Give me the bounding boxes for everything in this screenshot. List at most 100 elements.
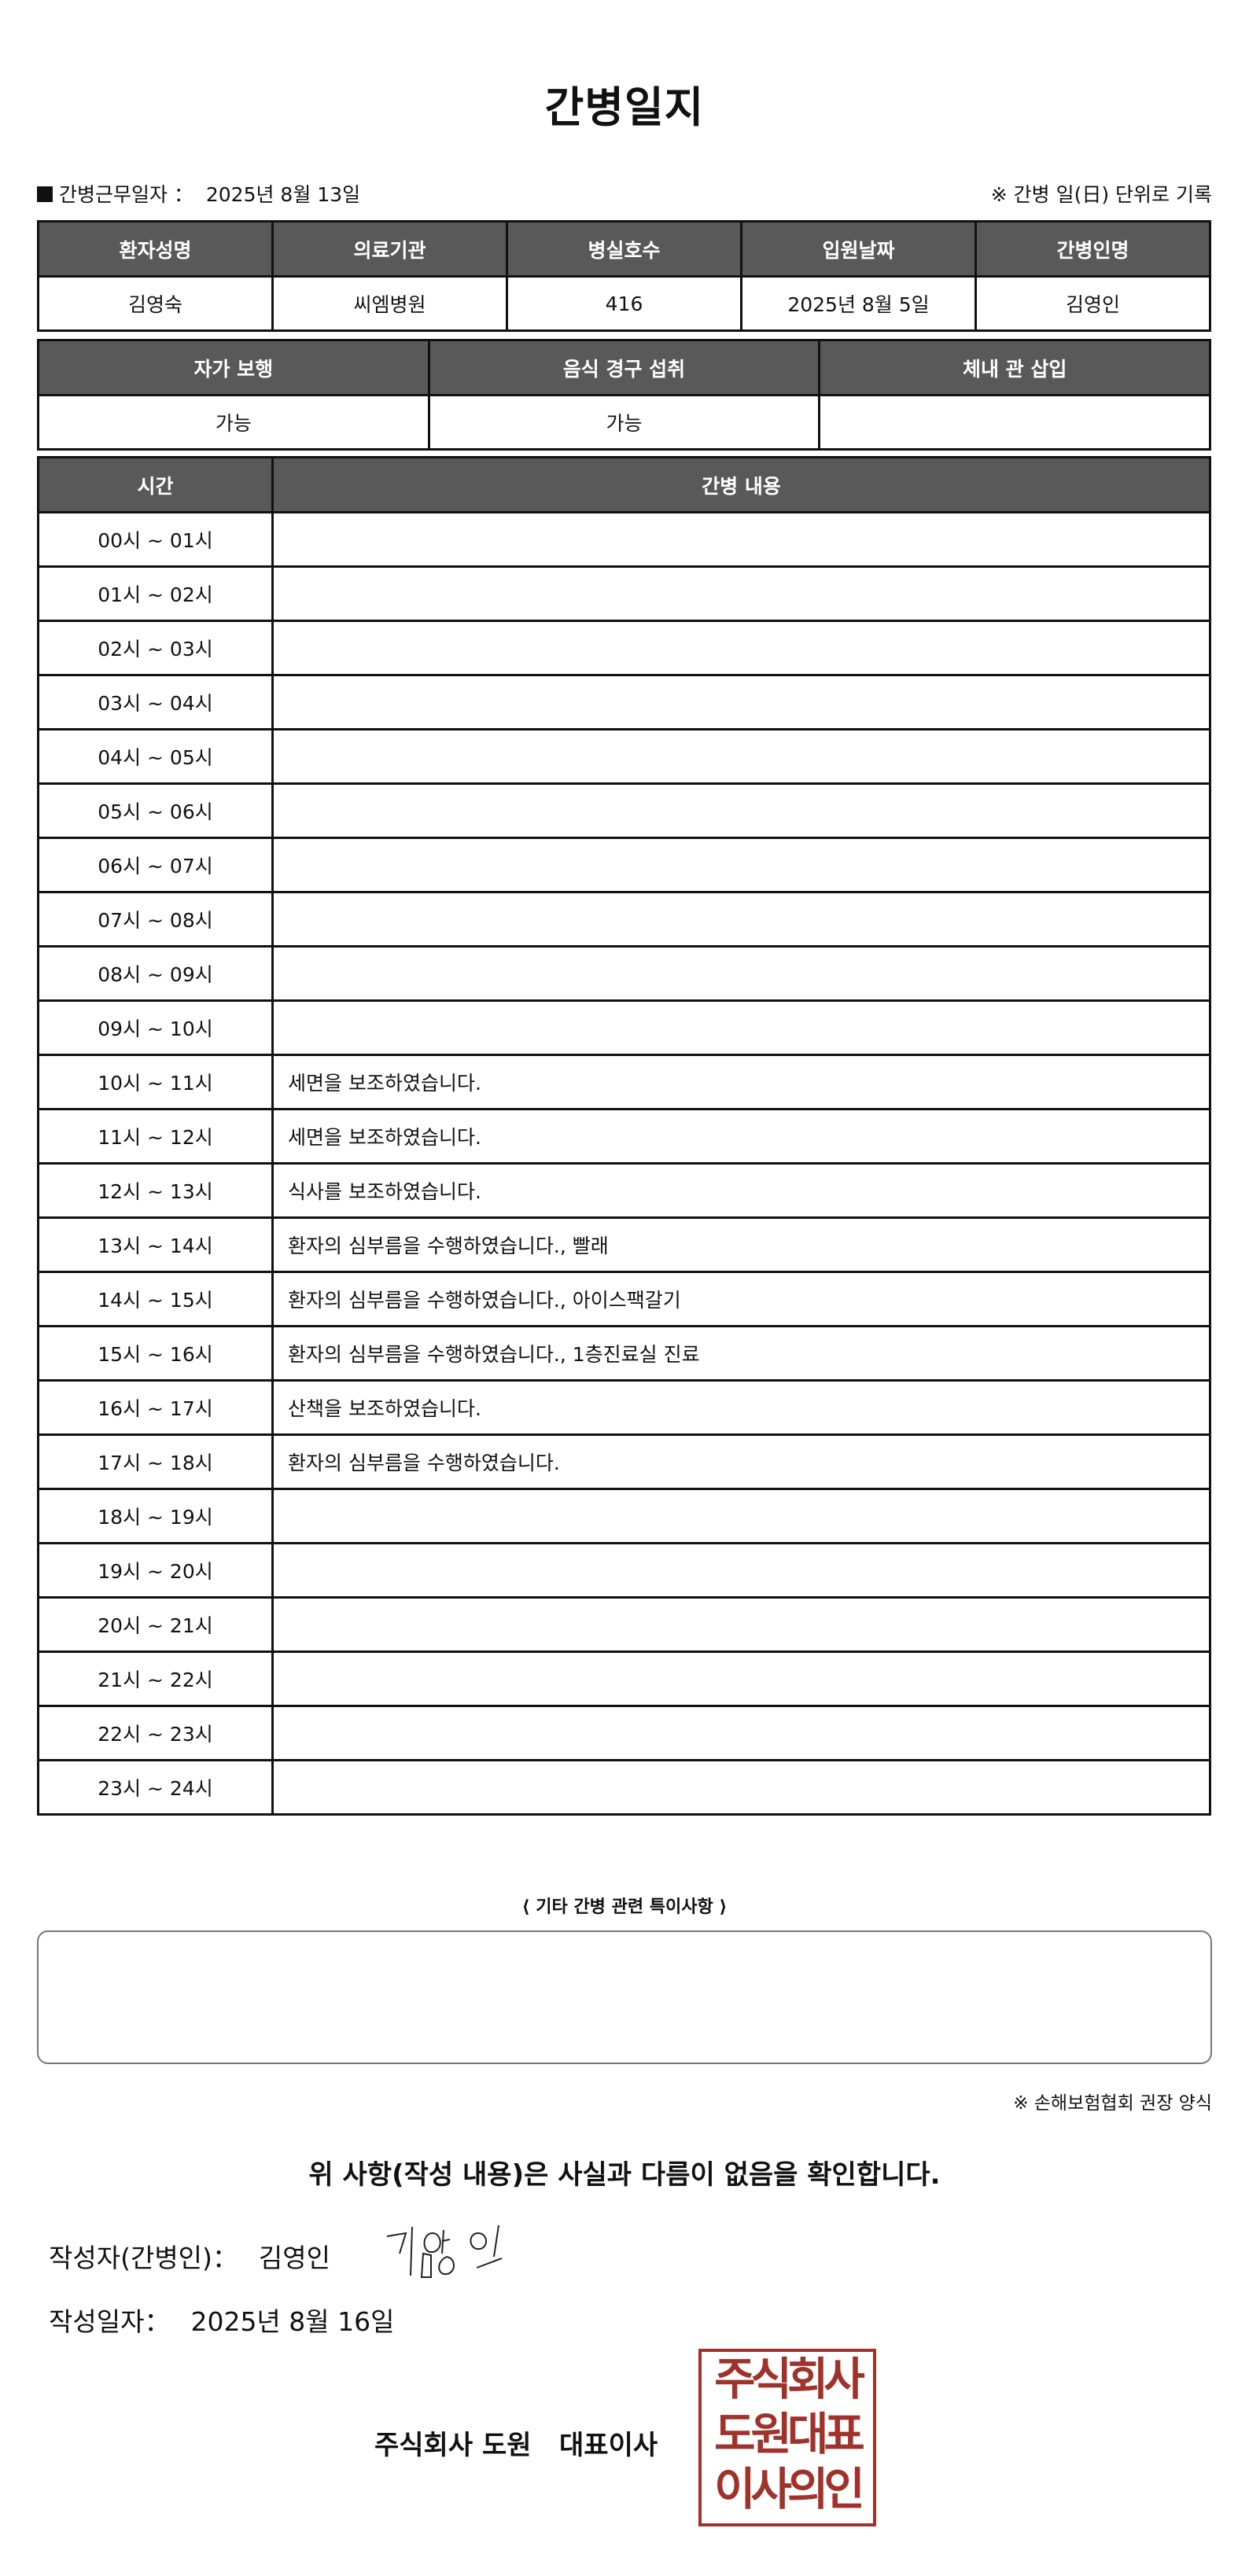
care-content-cell	[271, 511, 1211, 568]
table-row: 01시 ~ 02시	[37, 565, 1211, 622]
table-row: 18시 ~ 19시	[37, 1488, 1211, 1544]
patient-info-table: 환자성명 의료기관 병실호수 입원날짜 간병인명 김영숙 씨엠병원 416 20…	[37, 220, 1211, 332]
header-admission-date: 입원날짜	[740, 220, 977, 278]
table-row: 14시 ~ 15시 환자의 심부름을 수행하였습니다., 아이스팩갈기	[37, 1271, 1211, 1327]
care-content-cell	[271, 999, 1211, 1056]
care-content-cell	[271, 945, 1211, 1002]
hospital: 씨엠병원	[271, 275, 508, 332]
table-row: 09시 ~ 10시	[37, 999, 1211, 1056]
table-row: 07시 ~ 08시	[37, 891, 1211, 948]
time-cell: 13시 ~ 14시	[37, 1216, 274, 1273]
time-cell: 19시 ~ 20시	[37, 1542, 274, 1599]
page-title: 간병일지	[544, 83, 705, 132]
walking-value: 가능	[37, 394, 430, 451]
table-row: 13시 ~ 14시 환자의 심부름을 수행하였습니다., 빨래	[37, 1216, 1211, 1273]
care-content-cell	[271, 1542, 1211, 1599]
care-content-cell	[271, 728, 1211, 785]
time-cell: 16시 ~ 17시	[37, 1379, 274, 1436]
time-cell: 23시 ~ 24시	[37, 1759, 274, 1816]
care-content-cell: 환자의 심부름을 수행하였습니다., 빨래	[271, 1216, 1211, 1273]
care-content-cell	[271, 1596, 1211, 1653]
table-row: 15시 ~ 16시 환자의 심부름을 수행하였습니다., 1층진료실 진료	[37, 1325, 1211, 1382]
notes-box	[37, 1930, 1212, 2064]
time-cell: 11시 ~ 12시	[37, 1108, 274, 1165]
header-time: 시간	[37, 456, 274, 513]
table-row: 05시 ~ 06시	[37, 782, 1211, 839]
time-cell: 03시 ~ 04시	[37, 674, 274, 730]
write-date-value: 2025년 8월 16일	[190, 2306, 395, 2337]
table-row: 16시 ~ 17시 산책을 보조하였습니다.	[37, 1379, 1211, 1436]
time-cell: 00시 ~ 01시	[37, 511, 274, 568]
patient-status-table: 자가 보행 음식 경구 섭취 체내 관 삽입 가능 가능	[37, 339, 1211, 451]
table-row: 23시 ~ 24시	[37, 1759, 1211, 1816]
care-content-cell	[271, 1650, 1211, 1707]
time-cell: 10시 ~ 11시	[37, 1054, 274, 1110]
time-cell: 05시 ~ 06시	[37, 782, 274, 839]
header-oral-intake: 음식 경구 섭취	[427, 339, 821, 396]
care-log-table: 시간 간병 내용 00시 ~ 01시 01시 ~ 02시 02시 ~ 03시 03시 …	[37, 456, 1211, 1816]
work-date-label: 간병근무일자 ：	[59, 183, 193, 206]
caregiver-name: 김영인	[975, 275, 1211, 332]
care-content-cell	[271, 565, 1211, 622]
record-note: ※ 간병 일(日) 단위로 기록	[990, 183, 1212, 206]
header-caregiver-name: 간병인명	[975, 220, 1211, 278]
time-cell: 04시 ~ 05시	[37, 728, 274, 785]
stamp-line: 도원대표	[714, 2409, 865, 2460]
care-content-cell: 세면을 보조하였습니다.	[271, 1108, 1211, 1165]
care-content-cell: 세면을 보조하였습니다.	[271, 1054, 1211, 1110]
time-cell: 07시 ~ 08시	[37, 891, 274, 948]
write-date-line: 작성일자： 2025년 8월 16일	[49, 2301, 394, 2339]
table-row: 11시 ~ 12시 세면을 보조하였습니다.	[37, 1108, 1211, 1165]
form-note: ※ 손해보험협회 권장 양식	[1013, 2093, 1212, 2114]
header-patient-name: 환자성명	[37, 220, 274, 278]
stamp-line: 이사의인	[714, 2464, 865, 2515]
table-row: 03시 ~ 04시	[37, 674, 1211, 730]
header-tube: 체내 관 삽입	[818, 339, 1211, 396]
care-content-cell: 식사를 보조하였습니다.	[271, 1162, 1211, 1219]
signature	[386, 2225, 503, 2278]
table-row: 06시 ~ 07시	[37, 837, 1211, 893]
care-content-cell	[271, 1705, 1211, 1761]
company-seal-stamp: 주식회사 도원대표 이사의인	[698, 2349, 876, 2526]
writer-line: 작성자(간병인)： 김영인	[49, 2237, 330, 2275]
room-number: 416	[506, 275, 742, 332]
patient-name: 김영숙	[37, 275, 274, 332]
time-cell: 02시 ~ 03시	[37, 620, 274, 676]
header-hospital: 의료기관	[271, 220, 508, 278]
care-content-cell: 환자의 심부름을 수행하였습니다.	[271, 1433, 1211, 1490]
time-cell: 20시 ~ 21시	[37, 1596, 274, 1653]
time-cell: 01시 ~ 02시	[37, 565, 274, 622]
time-cell: 08시 ~ 09시	[37, 945, 274, 1002]
table-row: 10시 ~ 11시 세면을 보조하였습니다.	[37, 1054, 1211, 1110]
table-row: 04시 ~ 05시	[37, 728, 1211, 785]
confirmation-statement: 위 사항(작성 내용)은 사실과 다름이 없음을 확인합니다.	[308, 2159, 941, 2191]
time-cell: 12시 ~ 13시	[37, 1162, 274, 1219]
time-cell: 17시 ~ 18시	[37, 1433, 274, 1490]
care-content-cell: 산책을 보조하였습니다.	[271, 1379, 1211, 1436]
stamp-line: 주식회사	[714, 2353, 865, 2405]
tube-value	[818, 394, 1211, 451]
care-content-cell	[271, 891, 1211, 948]
time-cell: 21시 ~ 22시	[37, 1650, 274, 1707]
care-content-cell: 환자의 심부름을 수행하였습니다., 아이스팩갈기	[271, 1271, 1211, 1327]
header-care-content: 간병 내용	[271, 456, 1211, 513]
oral-intake-value: 가능	[427, 394, 821, 451]
header-walking: 자가 보행	[37, 339, 430, 396]
work-date-value: 2025년 8월 13일	[205, 183, 361, 206]
table-row: 17시 ~ 18시 환자의 심부름을 수행하였습니다.	[37, 1433, 1211, 1490]
company-representative: 주식회사 도원 대표이사	[374, 2430, 658, 2461]
write-date-label: 작성일자：	[49, 2306, 171, 2337]
table-row: 02시 ~ 03시	[37, 620, 1211, 676]
work-date: 간병근무일자 ： 2025년 8월 13일	[37, 179, 360, 208]
care-content-cell: 환자의 심부름을 수행하였습니다., 1층진료실 진료	[271, 1325, 1211, 1382]
table-row: 08시 ~ 09시	[37, 945, 1211, 1002]
table-row: 20시 ~ 21시	[37, 1596, 1211, 1653]
table-row: 21시 ~ 22시	[37, 1650, 1211, 1707]
table-row: 19시 ~ 20시	[37, 1542, 1211, 1599]
table-row: 22시 ~ 23시	[37, 1705, 1211, 1761]
header-room: 병실호수	[506, 220, 742, 278]
time-cell: 15시 ~ 16시	[37, 1325, 274, 1382]
writer-label: 작성자(간병인)：	[49, 2243, 238, 2273]
care-content-cell	[271, 1759, 1211, 1816]
care-content-cell	[271, 837, 1211, 893]
